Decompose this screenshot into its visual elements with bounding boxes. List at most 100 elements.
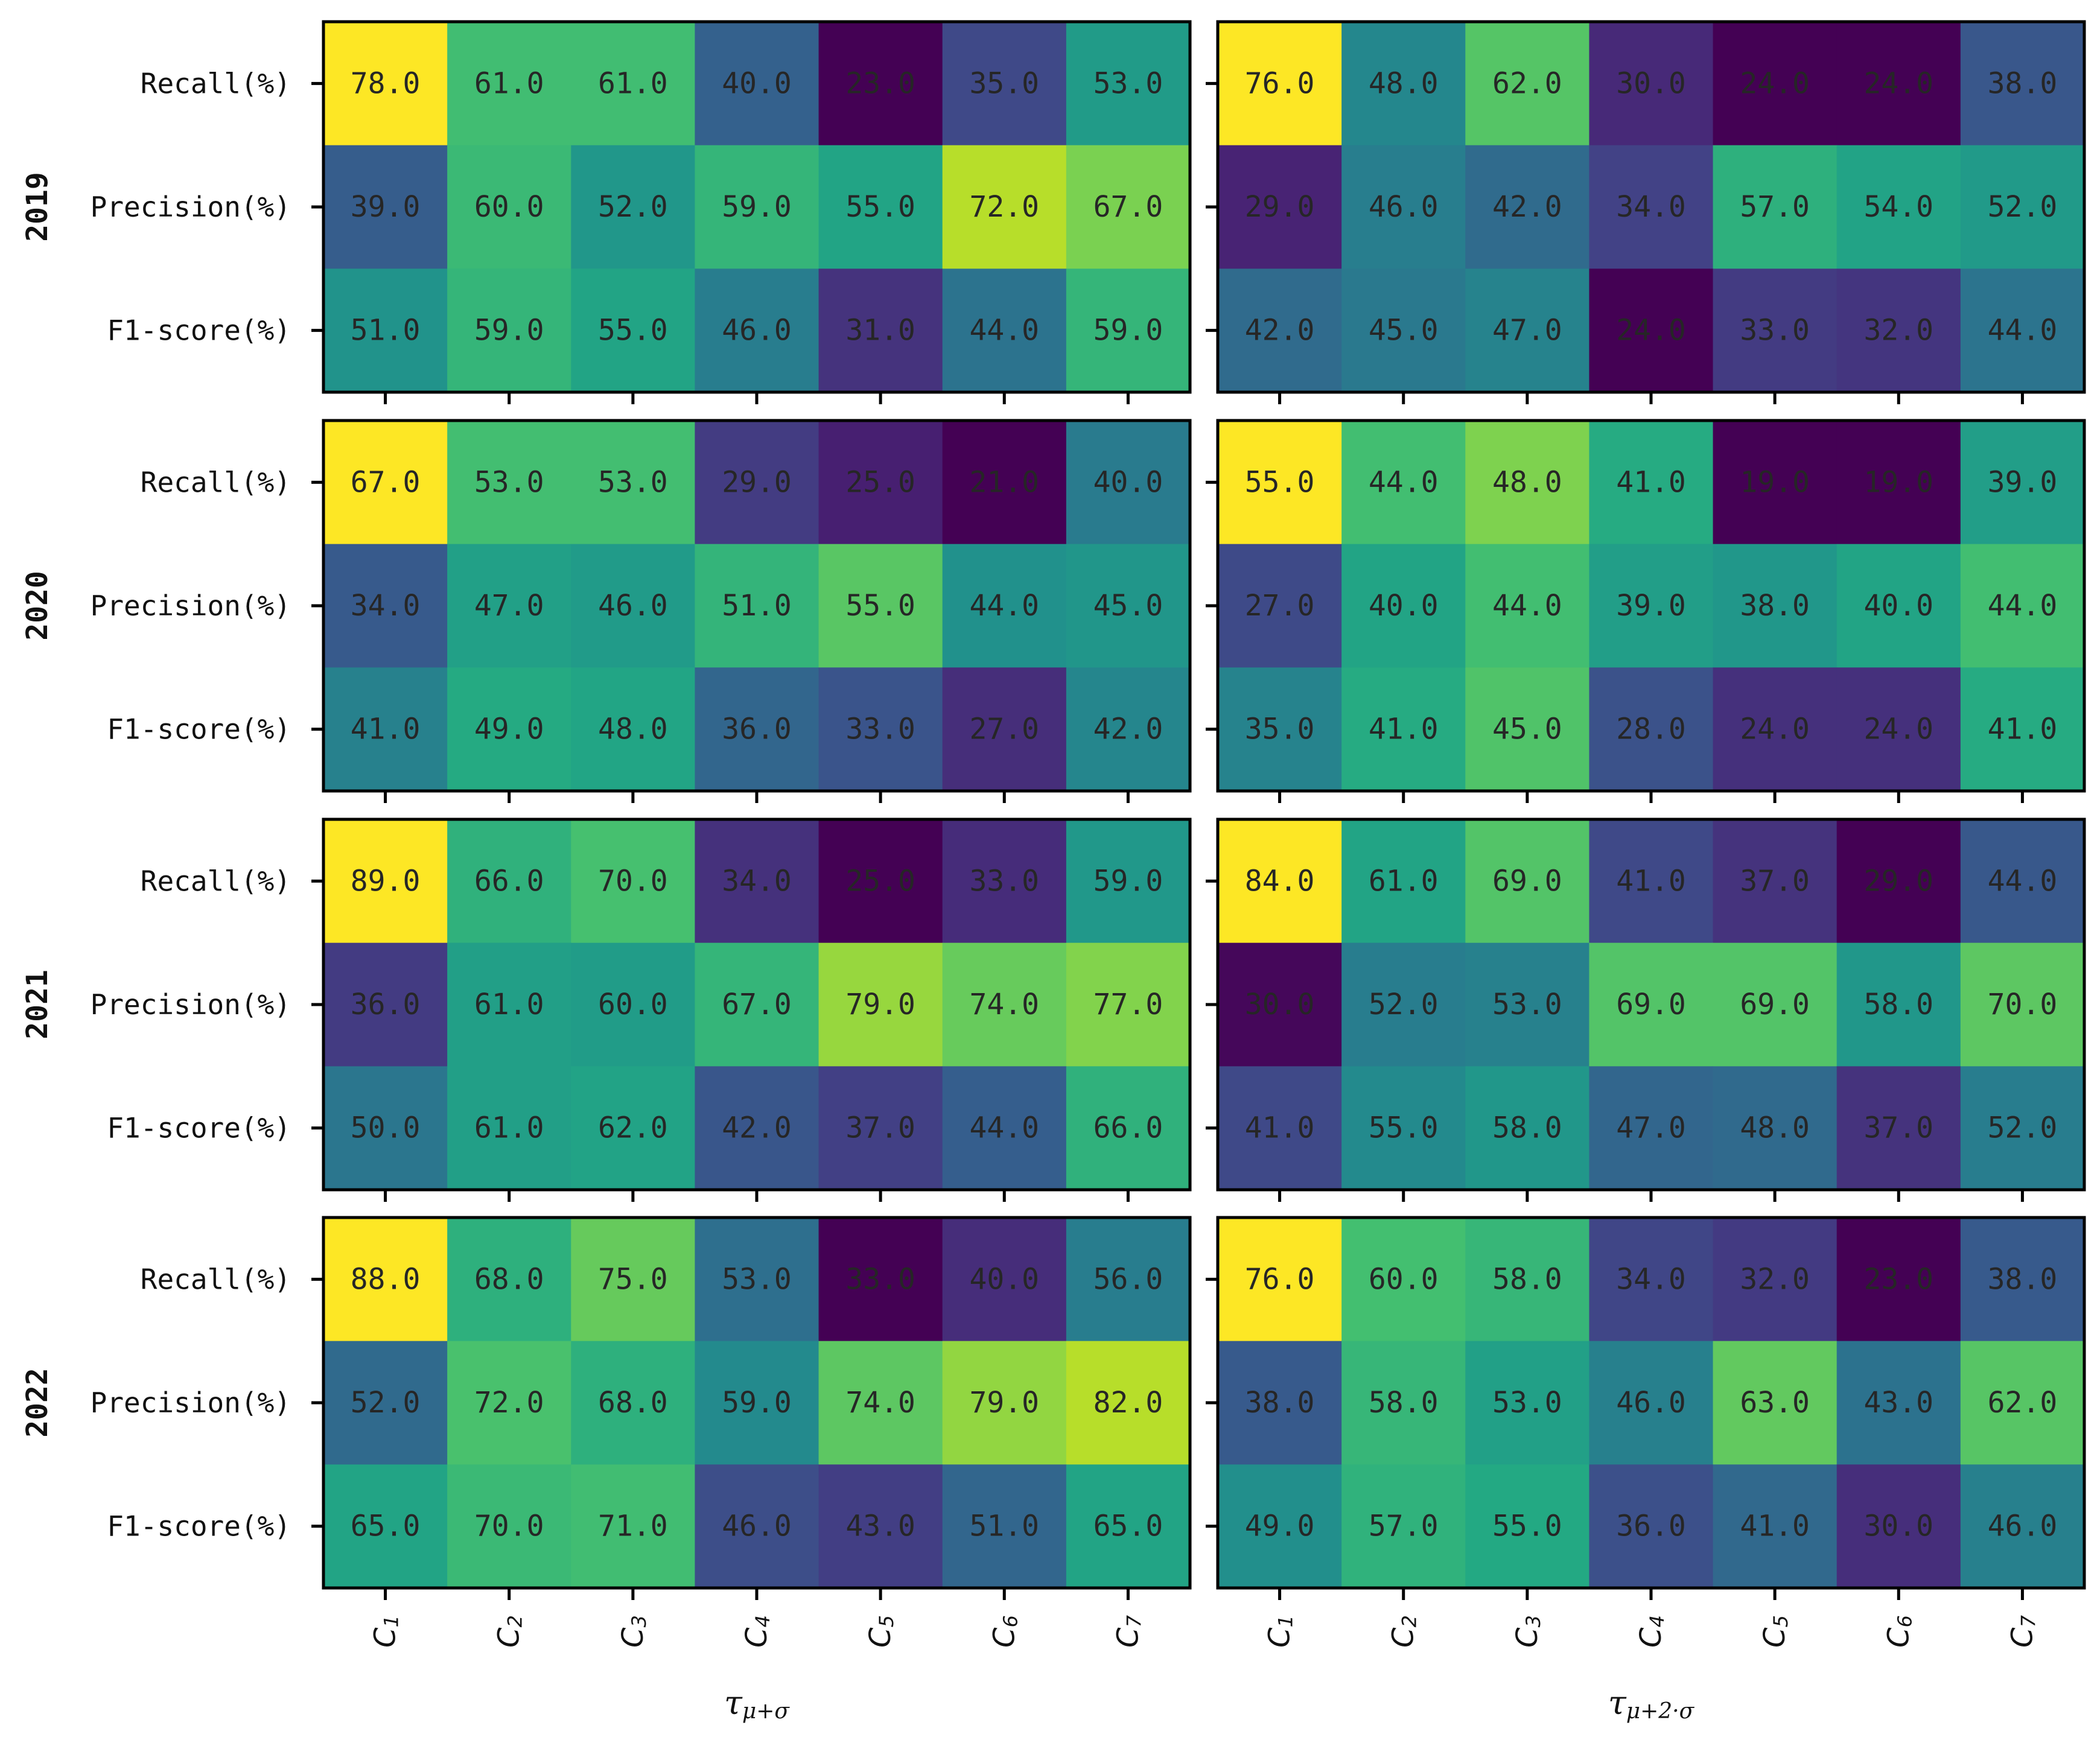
row-label: F1-score(%): [107, 713, 291, 746]
cell-value-label: 89.0: [351, 864, 421, 898]
heatmap-cell: [818, 819, 943, 944]
cell-value-label: 74.0: [845, 1386, 915, 1420]
cell-value-label: 47.0: [1492, 314, 1562, 348]
heatmap-cell: [818, 1341, 943, 1465]
cell-value-label: 42.0: [1245, 314, 1315, 348]
heatmap-cell: [571, 1066, 696, 1190]
cell-value-label: 57.0: [1740, 190, 1810, 224]
heatmap-cell: [1465, 1218, 1590, 1342]
cell-value-label: 68.0: [598, 1386, 668, 1420]
cell-value-label: 74.0: [969, 988, 1039, 1021]
cell-value-label: 19.0: [1740, 465, 1810, 499]
heatmap-panel-2022-1: 88.0 68.0 75.0 53.0 33.0 40.0 56.0 52.0 72.0 68.0…: [21, 1216, 1192, 1600]
heatmap-cell: [323, 421, 448, 545]
cell-value-label: 41.0: [1369, 713, 1439, 746]
cell-value-label: 47.0: [1616, 1111, 1686, 1145]
heatmap-cell: [1836, 268, 1961, 393]
cell-value-label: 46.0: [1369, 190, 1439, 224]
cell-value-label: 51.0: [722, 589, 792, 623]
heatmap-cell: [1066, 1341, 1191, 1465]
cell-value-label: 42.0: [722, 1111, 792, 1145]
cell-value-label: 70.0: [1988, 988, 2058, 1021]
cell-value-label: 42.0: [1492, 190, 1562, 224]
heatmap-cell: [571, 667, 696, 792]
row-label: F1-score(%): [107, 314, 291, 347]
heatmap-cell: [1218, 819, 1342, 944]
cell-value-label: 75.0: [598, 1262, 668, 1296]
cell-value-label: 53.0: [1492, 988, 1562, 1021]
cell-value-label: 19.0: [1863, 465, 1933, 499]
heatmap-cell: [571, 1218, 696, 1342]
x-axis-label: τμ+2·σ: [1608, 1684, 1695, 1724]
year-label: 2022: [21, 1368, 54, 1438]
cell-value-label: 69.0: [1616, 988, 1686, 1021]
cell-value-label: 30.0: [1245, 988, 1315, 1021]
cell-value-label: 40.0: [1863, 589, 1933, 623]
heatmap-cell: [1341, 145, 1466, 269]
row-label: Recall(%): [141, 865, 291, 897]
heatmap-cell: [1465, 667, 1590, 792]
heatmap-cell: [695, 667, 819, 792]
cell-value-label: 69.0: [1492, 864, 1562, 898]
heatmap-cell: [323, 268, 448, 393]
heatmap-cell: [1713, 819, 1838, 944]
heatmap-cell: [1218, 268, 1342, 393]
year-label: 2020: [21, 571, 54, 641]
column-label: C5: [864, 1615, 898, 1648]
heatmap-cell: [1589, 22, 1714, 146]
heatmap-cell: [571, 268, 696, 393]
heatmap-cell: [695, 1218, 819, 1342]
heatmap-cell: [818, 421, 943, 545]
heatmap-cell: [323, 22, 448, 146]
cell-value-label: 44.0: [1492, 589, 1562, 623]
heatmap-cell: [1589, 667, 1714, 792]
row-label: Recall(%): [141, 1263, 291, 1295]
cell-value-label: 56.0: [1093, 1262, 1163, 1296]
heatmap-cell: [1066, 421, 1191, 545]
heatmap-cell: [1341, 421, 1466, 545]
heatmap-cell: [1836, 819, 1961, 944]
cell-value-label: 88.0: [351, 1262, 421, 1296]
cell-value-label: 72.0: [474, 1386, 544, 1420]
heatmap-cell: [571, 819, 696, 944]
cell-value-label: 41.0: [1740, 1510, 1810, 1543]
cell-value-label: 24.0: [1863, 66, 1933, 100]
heatmap-cell: [695, 942, 819, 1067]
cell-value-label: 24.0: [1616, 314, 1686, 348]
heatmap-cell: [447, 268, 571, 393]
heatmap-cell: [323, 1066, 448, 1190]
cell-value-label: 79.0: [845, 988, 915, 1021]
column-label: C6: [987, 1615, 1022, 1648]
cell-value-label: 62.0: [598, 1111, 668, 1145]
column-label: C7: [1111, 1615, 1145, 1648]
cell-value-label: 46.0: [722, 1510, 792, 1543]
cell-value-label: 49.0: [474, 713, 544, 746]
heatmap-panel-2021-2: 84.0 61.0 69.0 41.0 37.0 29.0 44.0 30.0 52.0 53.0…: [1206, 818, 2086, 1202]
cell-value-label: 44.0: [1988, 314, 2058, 348]
cell-value-label: 67.0: [1093, 190, 1163, 224]
cell-value-label: 30.0: [1863, 1510, 1933, 1543]
cell-value-label: 40.0: [722, 66, 792, 100]
heatmap-cell: [1341, 1464, 1466, 1589]
heatmap-cell: [1589, 544, 1714, 668]
cell-value-label: 41.0: [1245, 1111, 1315, 1145]
cell-value-label: 58.0: [1369, 1386, 1439, 1420]
column-label: C1: [369, 1615, 403, 1648]
cell-value-label: 33.0: [845, 1262, 915, 1296]
cell-value-label: 62.0: [1492, 66, 1562, 100]
cell-value-label: 45.0: [1093, 589, 1163, 623]
cell-value-label: 53.0: [474, 465, 544, 499]
heatmap-cell: [1589, 421, 1714, 545]
heatmap-cell: [447, 1218, 571, 1342]
heatmap-cell: [1465, 544, 1590, 668]
cell-value-label: 27.0: [969, 713, 1039, 746]
cell-value-label: 51.0: [969, 1510, 1039, 1543]
column-label: C4: [740, 1615, 774, 1648]
heatmap-cell: [1341, 1341, 1466, 1465]
cell-value-label: 43.0: [1863, 1386, 1933, 1420]
heatmap-cell: [942, 1341, 1067, 1465]
heatmap-cell: [1713, 421, 1838, 545]
cell-value-label: 33.0: [1740, 314, 1810, 348]
heatmap-cell: [1836, 421, 1961, 545]
